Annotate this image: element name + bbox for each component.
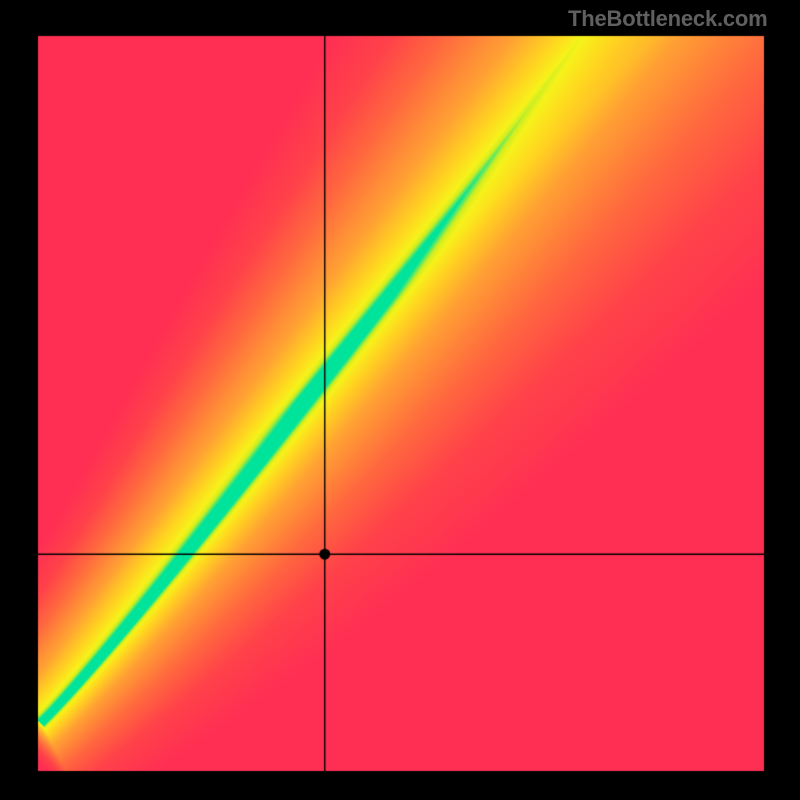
root: TheBottleneck.com: [0, 0, 800, 800]
watermark-text: TheBottleneck.com: [568, 6, 768, 32]
bottleneck-heatmap-canvas: [0, 0, 800, 800]
